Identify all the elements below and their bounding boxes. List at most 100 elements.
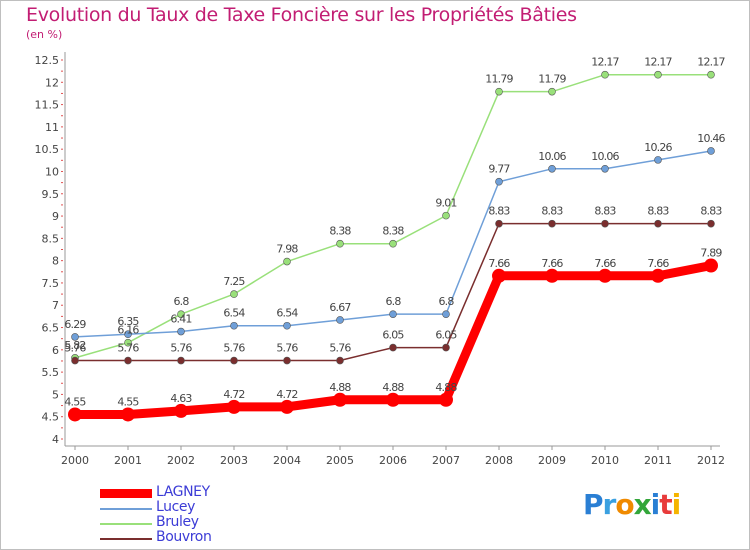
legend-label-lagney: LAGNEY — [156, 484, 210, 500]
data-point-lucey — [548, 164, 556, 173]
y-tick-label: 10.5 — [35, 143, 60, 156]
x-tick-label: 2010 — [591, 454, 619, 467]
data-point-lucey — [495, 177, 503, 186]
chart-unit-label: (en %) — [26, 28, 63, 41]
data-label-lucey: 10.46 — [697, 132, 725, 145]
data-point-lagney — [545, 268, 559, 283]
data-label-bruley: 5.82 — [64, 339, 85, 352]
data-label-lucey: 6.8 — [438, 295, 454, 308]
data-point-lagney — [492, 268, 506, 283]
data-label-lucey: 9.77 — [488, 163, 510, 176]
data-label-lucey: 6.29 — [64, 318, 86, 331]
legend-swatch-lagney — [100, 489, 152, 498]
data-label-bouvron: 8.83 — [594, 205, 616, 218]
data-label-lucey: 10.26 — [644, 141, 672, 154]
data-point-bruley — [283, 257, 291, 266]
logo-letter: t — [659, 488, 672, 521]
data-label-lucey: 6.54 — [276, 307, 298, 320]
logo-letter: r — [602, 488, 617, 521]
y-tick-label: 7 — [52, 299, 59, 312]
data-point-bruley — [548, 87, 556, 96]
data-point-bruley — [601, 70, 609, 79]
data-point-bouvron — [336, 356, 344, 365]
data-label-bruley: 7.98 — [276, 243, 298, 256]
data-label-bouvron: 5.76 — [117, 342, 139, 355]
proxiti-logo: Proxiti — [583, 488, 681, 521]
data-label-lagney: 4.55 — [64, 395, 86, 408]
y-tick-label: 12.5 — [35, 54, 60, 67]
data-label-bruley: 6.16 — [117, 324, 139, 337]
data-label-lagney: 4.63 — [170, 392, 192, 405]
data-label-bruley: 7.25 — [223, 275, 245, 288]
legend-label-bouvron: Bouvron — [156, 529, 212, 545]
data-label-lucey: 6.41 — [170, 313, 191, 326]
data-point-lucey — [230, 321, 238, 330]
x-tick-label: 2000 — [61, 454, 89, 467]
y-tick-label: 12 — [45, 76, 59, 89]
logo-letter: i — [650, 488, 661, 521]
data-point-bruley — [389, 239, 397, 248]
data-point-bruley — [336, 239, 344, 248]
data-point-lucey — [654, 156, 662, 164]
data-point-bruley — [495, 87, 503, 96]
x-tick-label: 2008 — [485, 454, 513, 467]
data-label-bouvron: 6.05 — [382, 329, 404, 342]
x-tick-label: 2001 — [114, 454, 142, 467]
data-point-bouvron — [124, 356, 132, 365]
data-label-lucey: 6.8 — [385, 295, 401, 308]
data-label-bruley: 12.17 — [644, 56, 672, 69]
data-label-lagney: 7.89 — [700, 247, 722, 260]
data-label-lagney: 7.66 — [647, 257, 669, 270]
y-tick-label: 9 — [52, 210, 59, 223]
data-point-lucey — [71, 333, 79, 341]
data-point-bruley — [707, 70, 715, 79]
x-tick-label: 2003 — [220, 454, 248, 467]
data-point-lagney — [174, 403, 188, 418]
data-label-bouvron: 5.76 — [170, 342, 192, 355]
data-point-bouvron — [389, 343, 397, 352]
logo-letter: o — [615, 488, 634, 521]
data-point-bouvron — [654, 219, 662, 228]
data-point-lagney — [598, 268, 612, 283]
data-point-bruley — [654, 70, 662, 79]
x-tick-label: 2006 — [379, 454, 407, 467]
data-label-bruley: 12.17 — [591, 56, 619, 69]
data-point-lucey — [389, 310, 397, 318]
data-point-bouvron — [548, 219, 556, 228]
data-point-bruley — [442, 211, 450, 220]
x-tick-label: 2012 — [697, 454, 725, 467]
legend-label-bruley: Bruley — [156, 514, 199, 530]
data-label-bruley: 8.38 — [329, 225, 351, 238]
data-label-lucey: 6.35 — [117, 315, 139, 328]
data-point-bruley — [177, 310, 185, 318]
y-tick-label: 5.5 — [42, 366, 60, 379]
data-label-lucey: 10.06 — [538, 150, 566, 163]
y-tick-label: 7.5 — [42, 277, 60, 290]
data-point-lagney — [651, 268, 665, 283]
data-label-bruley: 6.8 — [173, 295, 189, 308]
data-point-lagney — [704, 258, 718, 273]
data-point-lagney — [333, 392, 347, 407]
y-tick-label: 8 — [52, 255, 59, 268]
data-label-lucey: 10.06 — [591, 150, 619, 163]
y-tick-label: 8.5 — [42, 232, 60, 245]
legend-swatch-bruley — [100, 523, 152, 525]
data-label-lucey: 6.67 — [329, 301, 351, 314]
data-label-lagney: 4.88 — [435, 381, 457, 394]
data-point-lucey — [601, 164, 609, 173]
data-point-bouvron — [495, 219, 503, 228]
data-label-bouvron: 8.83 — [488, 205, 510, 218]
data-label-lagney: 7.66 — [594, 257, 616, 270]
logo-letter: x — [633, 488, 652, 521]
data-point-bruley — [124, 338, 132, 347]
data-label-bouvron: 5.76 — [276, 342, 298, 355]
data-label-lagney: 4.72 — [276, 388, 297, 401]
data-point-lucey — [707, 147, 715, 155]
x-tick-label: 2004 — [273, 454, 301, 467]
data-label-lagney: 7.66 — [488, 257, 510, 270]
data-label-lagney: 7.66 — [541, 257, 563, 270]
y-tick-label: 4.5 — [42, 411, 60, 424]
y-tick-label: 10 — [45, 165, 59, 178]
data-point-lucey — [177, 327, 185, 336]
